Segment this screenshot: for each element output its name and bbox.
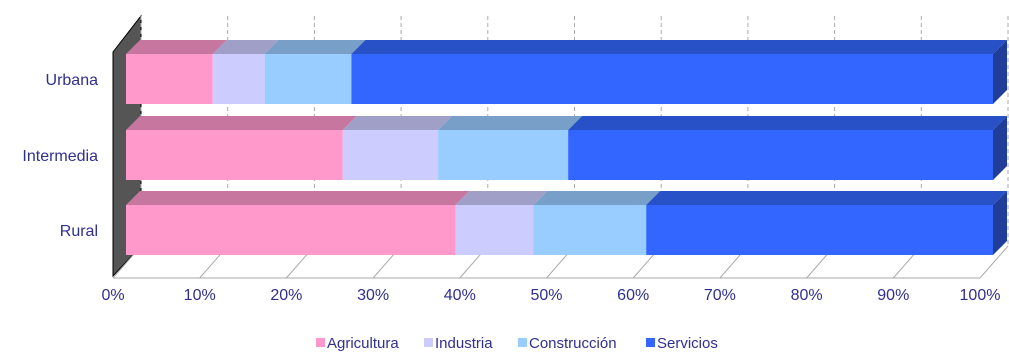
legend-label: Servicios: [657, 335, 718, 352]
bar-top-agricultura: [126, 40, 227, 54]
legend-label: Agricultura: [327, 335, 399, 352]
legend-label: Construcción: [529, 335, 617, 352]
bar-end-face: [993, 116, 1007, 180]
x-tick-label: 50%: [530, 287, 562, 304]
bar-top-industria: [455, 191, 548, 205]
bar-construcción-urbana: [264, 54, 352, 104]
bar-industria-urbana: [212, 54, 265, 104]
x-tick-label: 60%: [617, 287, 649, 304]
bar-industria-intermedia: [342, 130, 439, 180]
x-tick-label: 10%: [184, 287, 216, 304]
bar-construcción-rural: [533, 205, 647, 255]
bar-top-industria: [342, 116, 453, 130]
bar-top-servicios: [351, 40, 1007, 54]
x-tick-label: 100%: [960, 287, 1001, 304]
bar-top-agricultura: [126, 116, 357, 130]
x-tick-label: 90%: [877, 287, 909, 304]
bar-top-construcción: [533, 191, 661, 205]
bar-top-servicios: [646, 191, 1007, 205]
x-tick-label: 0%: [101, 287, 124, 304]
bar-servicios-intermedia: [568, 130, 993, 180]
legend-swatch: [424, 338, 433, 347]
bar-top-industria: [212, 40, 279, 54]
bar-top-construcción: [264, 40, 366, 54]
legend-swatch: [646, 338, 655, 347]
bar-servicios-urbana: [351, 54, 993, 104]
x-tick-label: 20%: [270, 287, 302, 304]
x-tick-label: 30%: [357, 287, 389, 304]
category-label: Rural: [60, 223, 98, 240]
bar-top-agricultura: [126, 191, 470, 205]
bar-industria-rural: [455, 205, 534, 255]
bar-agricultura-rural: [126, 205, 456, 255]
category-label: Urbana: [46, 72, 99, 89]
bar-top-construcción: [438, 116, 583, 130]
category-label: Intermedia: [22, 148, 98, 165]
bar-construcción-intermedia: [438, 130, 569, 180]
bar-end-face: [993, 40, 1007, 104]
bar-servicios-rural: [646, 205, 993, 255]
legend-swatch: [518, 338, 527, 347]
bar-agricultura-intermedia: [126, 130, 343, 180]
bar-top-servicios: [568, 116, 1007, 130]
legend-swatch: [316, 338, 325, 347]
floor-gridline: [979, 245, 1009, 279]
x-tick-label: 70%: [704, 287, 736, 304]
x-tick-label: 80%: [791, 287, 823, 304]
bar-agricultura-urbana: [126, 54, 213, 104]
x-tick-label: 40%: [444, 287, 476, 304]
legend-label: Industria: [435, 335, 493, 352]
bar-end-face: [993, 191, 1007, 255]
